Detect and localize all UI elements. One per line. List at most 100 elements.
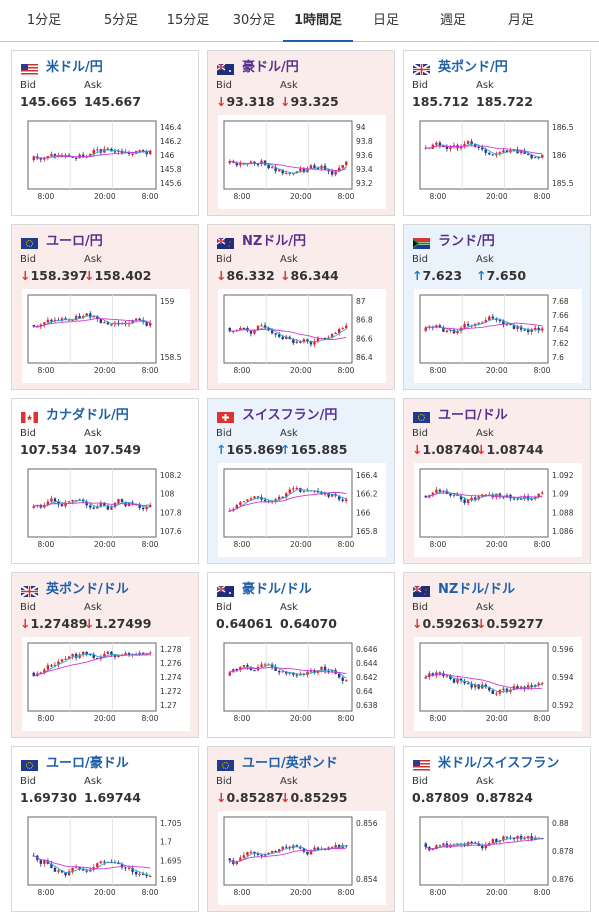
candle-body	[473, 684, 477, 688]
candle-body	[463, 680, 466, 684]
mini-chart[interactable]: 159 158.5 8:00 20:00 8:00	[22, 289, 190, 383]
rate-card[interactable]: ユーロ/豪ドル Bid Ask 1.69730 1.69744 1.705 1.7 1.695…	[11, 746, 199, 912]
y-tick-label: 107.8	[160, 508, 182, 517]
tab-2[interactable]: 15分足	[166, 13, 210, 28]
candle-body	[89, 313, 92, 318]
mini-chart[interactable]: 108.2 108 107.8 107.6 8:00 20:00 8:00	[22, 463, 190, 557]
mini-chart[interactable]: 166.4 166.2 166 165.8 8:00 20:00 8:00	[218, 463, 386, 557]
ma-short-line	[33, 315, 151, 328]
x-tick-label: 8:00	[233, 540, 250, 549]
tab-7[interactable]: 月足	[507, 13, 534, 28]
mini-chart[interactable]: 186.5 186 185.5 8:00 20:00 8:00	[414, 115, 582, 209]
candle-body	[138, 504, 141, 508]
rate-card[interactable]: スイスフラン/円 Bid Ask ↑165.869 ↑165.885 166.4 166.2…	[207, 398, 395, 564]
y-tick-label: 1.278	[160, 645, 182, 654]
pair-name[interactable]: ユーロ/ドル	[438, 408, 508, 423]
rate-card[interactable]: 英ポンド/円 Bid Ask 185.712 185.722 186.5 186 185.5 8…	[403, 50, 591, 216]
rate-card[interactable]: ユーロ/ドル Bid Ask ↓1.08740 ↓1.08744 1.092 1.09 1.0…	[403, 398, 591, 564]
rate-card[interactable]: カナダドル/円 Bid Ask 107.534 107.549 108.2 108 107.8…	[11, 398, 199, 564]
candle-body	[228, 327, 231, 332]
bid-value: 185.712	[412, 94, 469, 109]
rate-card[interactable]: ユーロ/円 Bid Ask ↓158.397 ↓158.402 159 158.5 8:00 2…	[11, 224, 199, 390]
mini-chart[interactable]: 1.705 1.7 1.695 1.69 8:00 20:00 8:00	[22, 811, 190, 905]
pair-name[interactable]: 英ポンド/円	[438, 60, 508, 75]
y-tick-label: 7.64	[552, 325, 569, 334]
eu-flag-icon	[21, 234, 38, 249]
candle-body	[466, 141, 470, 144]
rate-card[interactable]: 豪ドル/ドル Bid Ask 0.64061 0.64070 0.646 0.644 0.64…	[207, 572, 395, 738]
candle-body	[470, 841, 473, 843]
rate-card[interactable]: ランド/円 Bid Ask ↑7.623 ↑7.650 7.68 7.66 7.64 7.62 7…	[403, 224, 591, 390]
mini-chart[interactable]: 1.092 1.09 1.088 1.086 8:00 20:00 8:00	[414, 463, 582, 557]
rate-card[interactable]: 英ポンド/ドル Bid Ask ↓1.27489 ↓1.27499 1.278 1.276 1…	[11, 572, 199, 738]
pair-name[interactable]: 米ドル/円	[46, 60, 103, 75]
candle-body	[341, 677, 344, 681]
rate-card[interactable]: 米ドル/スイスフラン Bid Ask 0.87809 0.87824 0.88 0.878 0…	[403, 746, 591, 912]
tab-5[interactable]: 日足	[372, 13, 399, 28]
rate-card[interactable]: NZドル/円 Bid Ask ↓86.332 ↓86.344 87 86.8 86.6 86.4…	[207, 224, 395, 390]
candle-body	[141, 652, 145, 654]
ma-short-line	[229, 488, 347, 512]
mini-chart[interactable]: 87 86.8 86.6 86.4 8:00 20:00 8:00	[218, 289, 386, 383]
mini-chart[interactable]: 1.278 1.276 1.274 1.272 1.27 8:00 20:00 8:00	[22, 637, 190, 731]
pair-name[interactable]: スイスフラン/円	[242, 408, 338, 423]
up-arrow-icon: ↑	[280, 442, 291, 457]
pair-name[interactable]: 豪ドル/円	[242, 60, 299, 75]
tab-1[interactable]: 5分足	[103, 13, 139, 28]
tab-3[interactable]: 30分足	[232, 13, 276, 28]
candle-body	[306, 851, 309, 855]
candle-body	[285, 493, 288, 498]
candle-body	[110, 324, 113, 326]
rate-card[interactable]: 豪ドル/円 Bid Ask ↓93.318 ↓93.325 94 93.8 93.6 93.4 9…	[207, 50, 395, 216]
candle-body	[74, 315, 78, 320]
pair-name[interactable]: カナダドル/円	[46, 408, 129, 423]
pair-name[interactable]: ユーロ/英ポンド	[242, 756, 338, 771]
candle-body	[270, 330, 274, 334]
x-tick-label: 20:00	[94, 888, 116, 897]
tab-6[interactable]: 週足	[439, 13, 466, 28]
x-tick-label: 8:00	[142, 540, 159, 549]
candle-body	[267, 164, 270, 169]
candle-body	[103, 322, 106, 324]
pair-name[interactable]: NZドル/ドル	[438, 582, 516, 597]
candle-body	[505, 494, 509, 498]
candle-body	[449, 675, 452, 680]
candle-body	[253, 329, 256, 334]
x-tick-label: 8:00	[534, 366, 551, 375]
pair-name[interactable]: NZドル/円	[242, 234, 307, 249]
mini-chart[interactable]: 0.646 0.644 0.642 0.64 0.638 8:00 20:00 8:00	[218, 637, 386, 731]
pair-name[interactable]: 米ドル/スイスフラン	[438, 756, 560, 771]
tab-4[interactable]: 1時間足	[283, 0, 353, 42]
candle-body	[445, 146, 449, 149]
ma-short-line	[33, 855, 151, 876]
pair-name[interactable]: ランド/円	[438, 234, 495, 249]
candle-body	[134, 871, 138, 875]
candle-body	[334, 333, 337, 335]
candle-body	[228, 858, 231, 861]
mini-chart[interactable]: 0.856 0.854 8:00 20:00 8:00	[218, 811, 386, 905]
x-tick-label: 20:00	[290, 714, 312, 723]
y-tick-label: 1.272	[160, 687, 182, 696]
mini-chart[interactable]: 94 93.8 93.6 93.4 93.2 8:00 20:00 8:00	[218, 115, 386, 209]
pair-name[interactable]: 豪ドル/ドル	[242, 582, 312, 597]
pair-name[interactable]: ユーロ/円	[46, 234, 103, 249]
mini-chart[interactable]: 146.4 146.2 146 145.8 145.6 8:00 20:00 8:00	[22, 115, 190, 209]
mini-chart[interactable]: 0.596 0.594 0.592 8:00 20:00 8:00	[414, 637, 582, 731]
y-tick-label: 146.2	[160, 137, 182, 146]
rate-card[interactable]: ユーロ/英ポンド Bid Ask ↓0.85287 ↓0.85295 0.856 0.854…	[207, 746, 395, 912]
candle-body	[516, 686, 519, 689]
candle-body	[50, 498, 53, 502]
pair-name[interactable]: ユーロ/豪ドル	[46, 756, 129, 771]
candle-body	[484, 494, 487, 496]
candle-body	[466, 324, 470, 326]
mini-chart[interactable]: 7.68 7.66 7.64 7.62 7.6 8:00 20:00 8:00	[414, 289, 582, 383]
mini-chart[interactable]: 0.88 0.878 0.876 8:00 20:00 8:00	[414, 811, 582, 905]
rate-card[interactable]: 米ドル/円 Bid Ask 145.665 145.667 146.4 146.2 146 14…	[11, 50, 199, 216]
pair-name[interactable]: 英ポンド/ドル	[46, 582, 129, 597]
rate-card[interactable]: NZドル/ドル Bid Ask ↓0.59263 ↓0.59277 0.596 0.594 0…	[403, 572, 591, 738]
tab-0[interactable]: 1分足	[26, 13, 62, 28]
ma-long-line	[229, 328, 347, 340]
candle-body	[323, 666, 327, 671]
